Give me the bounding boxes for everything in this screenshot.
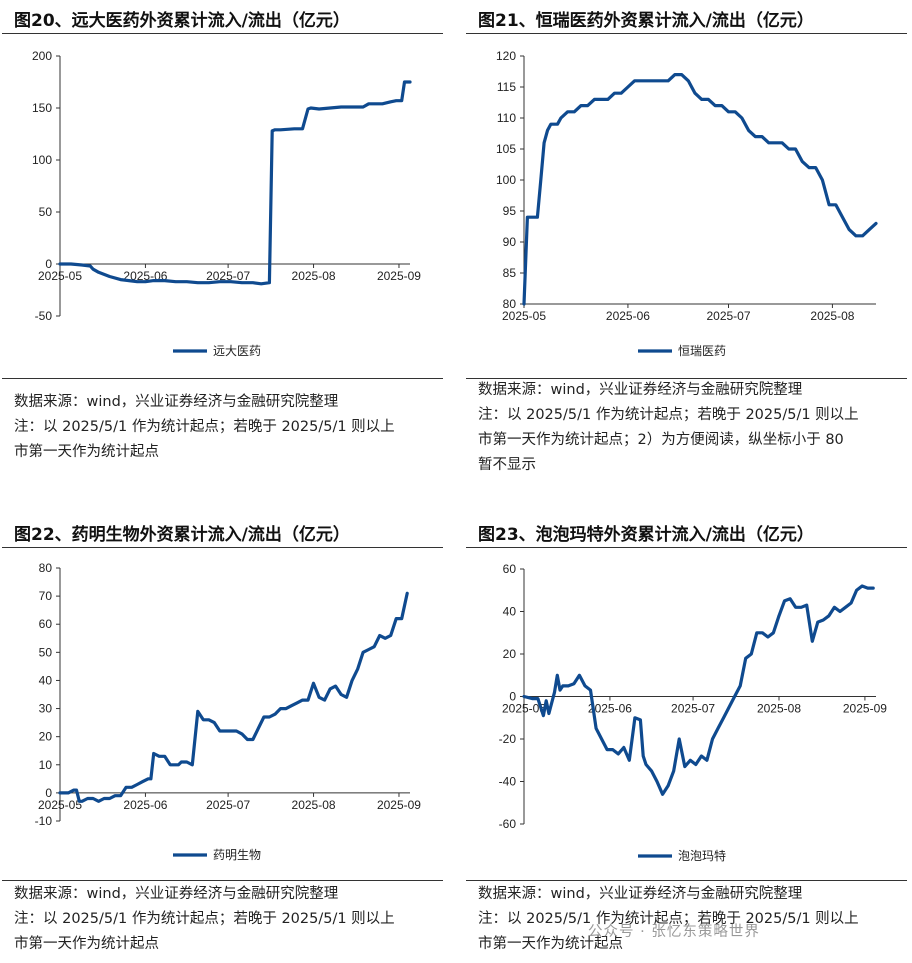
title-rule: [2, 547, 443, 548]
y-tick-label: 50: [39, 205, 53, 219]
y-tick-label: 115: [497, 80, 516, 94]
x-tick-label: 2025-06: [606, 309, 650, 323]
watermark-text: 公众号 · 张忆东策略世界: [588, 924, 760, 940]
y-tick-label: 100: [32, 153, 52, 167]
note-line: 注：以 2025/5/1 作为统计起点；若晚于 2025/5/1 则以上: [478, 911, 859, 927]
source-note: 数据来源：wind，兴业证券经济与金融研究院整理 注：以 2025/5/1 作为…: [14, 390, 395, 465]
x-tick-label: 2025-09: [377, 798, 421, 812]
note-line: 市第一天作为统计起点: [14, 936, 159, 952]
x-tick-label: 2025-09: [377, 269, 421, 283]
source-text: 数据来源：wind，兴业证券经济与金融研究院整理: [14, 886, 339, 902]
source-text: 数据来源：wind，兴业证券经济与金融研究院整理: [478, 886, 803, 902]
y-tick-label: 110: [497, 111, 516, 125]
title-rule: [2, 33, 443, 34]
y-tick-label: 95: [503, 204, 517, 218]
y-tick-label: -50: [35, 309, 53, 323]
y-tick-label: 150: [32, 101, 52, 115]
y-tick-label: 50: [39, 645, 53, 659]
x-tick-label: 2025-07: [706, 309, 750, 323]
source-note: 数据来源：wind，兴业证券经济与金融研究院整理 注：以 2025/5/1 作为…: [478, 378, 859, 478]
x-tick-label: 2025-06: [123, 798, 167, 812]
series-line: [58, 591, 409, 803]
y-tick-label: 0: [509, 690, 516, 704]
series-line: [522, 72, 878, 306]
y-tick-label: -10: [35, 814, 53, 828]
x-tick-label: 2025-05: [502, 702, 546, 716]
series-line: [522, 584, 875, 796]
note-line: 市第一天作为统计起点；2）为方便阅读，纵坐标小于 80: [478, 432, 844, 448]
source-rule: [2, 880, 443, 881]
chart-title: 图22、药明生物外资累计流入/流出（亿元）: [14, 525, 350, 545]
y-tick-label: 90: [503, 235, 517, 249]
source-rule: [2, 378, 443, 379]
note-line: 注：以 2025/5/1 作为统计起点；若晚于 2025/5/1 则以上: [478, 407, 859, 423]
title-rule: [466, 547, 907, 548]
y-tick-label: 10: [39, 758, 53, 772]
chart-hengrui: 80 85 90 95 100 105 110 115 120 2025-05 2025-06 202…: [496, 49, 878, 358]
chart-wuxi-bio: -10 0 10 20 30 40 50 60 70 80 2025-05 2025-06 2025-0…: [35, 561, 422, 862]
x-tick-label: 2025-09: [843, 702, 887, 716]
x-tick-label: 2025-05: [38, 269, 82, 283]
y-tick-label: 85: [503, 266, 517, 280]
source-note: 数据来源：wind，兴业证券经济与金融研究院整理 注：以 2025/5/1 作为…: [478, 882, 859, 957]
source-text: 数据来源：wind，兴业证券经济与金融研究院整理: [14, 394, 339, 410]
legend-label: 药明生物: [213, 848, 261, 862]
x-tick-label: 2025-05: [502, 309, 546, 323]
y-tick-label: 120: [496, 49, 516, 63]
chart-title: 图20、远大医药外资累计流入/流出（亿元）: [14, 11, 350, 31]
x-tick-label: 2025-07: [671, 702, 715, 716]
y-tick-label: 40: [503, 605, 517, 619]
legend-label: 泡泡玛特: [678, 848, 726, 863]
chart-title: 图23、泡泡玛特外资累计流入/流出（亿元）: [478, 525, 814, 545]
legend-label: 远大医药: [213, 344, 261, 358]
source-note: 数据来源：wind，兴业证券经济与金融研究院整理 注：以 2025/5/1 作为…: [14, 882, 395, 957]
y-tick-label: 100: [496, 173, 516, 187]
source-rule: [466, 880, 907, 881]
y-tick-label: 40: [39, 673, 53, 687]
x-tick-label: 2025-05: [38, 798, 82, 812]
note-line: 暂不显示: [478, 457, 536, 473]
title-rule: [466, 33, 907, 34]
x-tick-label: 2025-08: [292, 269, 336, 283]
note-line: 注：以 2025/5/1 作为统计起点；若晚于 2025/5/1 则以上: [14, 911, 395, 927]
y-tick-label: -20: [499, 732, 517, 746]
note-line: 市第一天作为统计起点: [14, 444, 159, 460]
x-tick-label: 2025-07: [206, 798, 250, 812]
note-line: 市第一天作为统计起点: [478, 936, 623, 952]
x-tick-label: 2025-07: [206, 269, 250, 283]
y-tick-label: 60: [39, 617, 53, 631]
chart-title: 图21、恒瑞医药外资累计流入/流出（亿元）: [478, 11, 814, 31]
y-tick-label: 20: [39, 730, 53, 744]
y-tick-label: 105: [496, 142, 516, 156]
x-tick-label: 2025-06: [588, 702, 632, 716]
y-tick-label: 80: [39, 561, 53, 575]
legend-label: 恒瑞医药: [678, 344, 726, 358]
note-line: 注：以 2025/5/1 作为统计起点；若晚于 2025/5/1 则以上: [14, 419, 395, 435]
y-tick-label: 70: [39, 589, 53, 603]
source-rule: [466, 378, 907, 379]
y-tick-label: 20: [503, 647, 517, 661]
series-line: [58, 80, 412, 286]
y-tick-label: 0: [45, 257, 52, 271]
source-text: 数据来源：wind，兴业证券经济与金融研究院整理: [478, 382, 803, 398]
y-tick-label: -40: [499, 775, 517, 789]
y-tick-label: 0: [45, 786, 52, 800]
y-tick-label: 60: [503, 562, 517, 576]
chart-popmart: -60 -40 -20 0 20 40 60 2025-05 2025-06 2025-07 202…: [499, 562, 888, 863]
x-tick-label: 2025-08: [757, 702, 801, 716]
x-tick-label: 2025-08: [292, 798, 336, 812]
y-tick-label: 80: [503, 297, 517, 311]
y-tick-label: 30: [39, 702, 53, 716]
x-tick-label: 2025-08: [810, 309, 854, 323]
y-tick-label: 200: [32, 49, 52, 63]
y-tick-label: -60: [499, 817, 517, 831]
